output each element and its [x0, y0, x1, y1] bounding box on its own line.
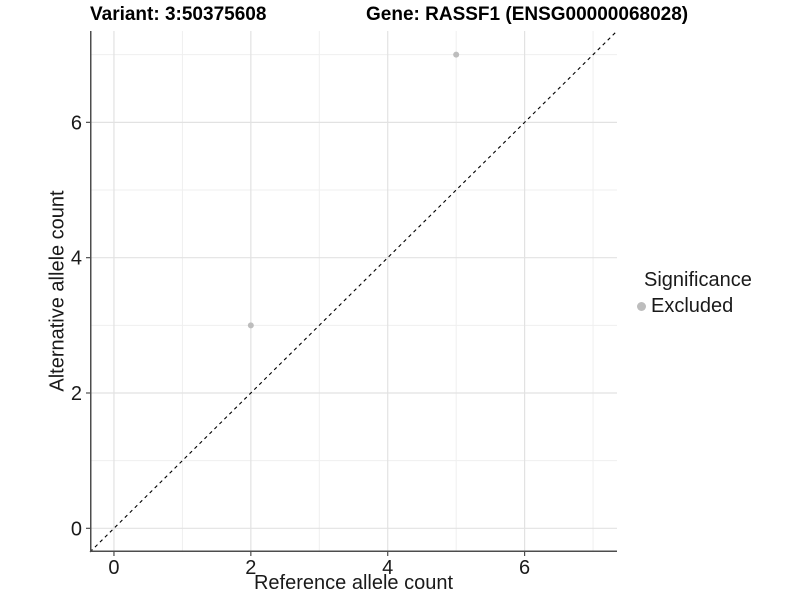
x-tick-label: 6 [519, 557, 530, 579]
legend: Significance Excluded [632, 269, 752, 318]
y-axis-title: Alternative allele count [46, 190, 69, 392]
legend-item-label: Excluded [651, 295, 734, 317]
data-point [247, 322, 254, 329]
y-tick-label: 6 [71, 112, 82, 134]
y-tick-label: 0 [71, 518, 82, 540]
gene-title: Gene: RASSF1 (ENSG00000068028) [366, 4, 689, 25]
data-point [453, 51, 460, 58]
plot-panel: 0 2 4 6 0 2 4 6 [71, 30, 618, 579]
x-tick-label: 2 [245, 557, 256, 579]
excluded-point-icon [636, 302, 646, 311]
x-axis-title: Reference allele count [253, 572, 453, 594]
identity-line [89, 30, 618, 553]
x-tick-label: 4 [382, 557, 393, 579]
variant-title: Variant: 3:50375608 [90, 4, 267, 25]
legend-key [632, 298, 650, 316]
x-tick-label: 0 [108, 557, 119, 579]
legend-item-excluded: Excluded [632, 295, 752, 318]
legend-title: Significance [644, 269, 752, 291]
y-tick-label: 2 [71, 383, 82, 405]
y-tick-label: 4 [71, 248, 82, 270]
